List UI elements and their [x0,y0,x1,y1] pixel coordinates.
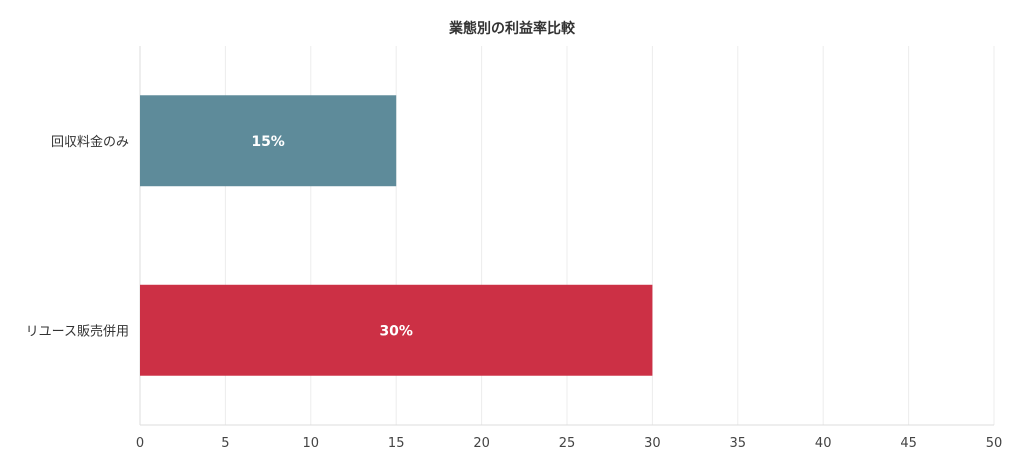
x-tick-label: 15 [388,436,405,451]
y-category-label: 回収料金のみ [51,134,129,150]
data-label: 15% [251,134,285,150]
x-tick-label: 0 [136,436,144,451]
x-tick-label: 25 [559,436,576,451]
x-tick-label: 50 [986,436,1003,451]
data-label: 30% [379,323,413,339]
x-tick-label: 45 [900,436,917,451]
x-tick-label: 20 [473,436,490,451]
x-tick-label: 5 [221,436,229,451]
x-tick-label: 35 [730,436,747,451]
x-tick-label: 40 [815,436,832,451]
bars: 15% 30% [140,95,653,376]
chart-title: 業態別の利益率比較 [448,20,576,37]
bar[interactable] [140,284,653,376]
x-axis-labels: 0 5 10 15 20 25 30 35 40 45 50 [136,436,1002,451]
x-tick-label: 10 [303,436,320,451]
x-tick-label: 30 [644,436,661,451]
y-category-label: リユース販売併用 [26,323,129,339]
bar[interactable] [140,95,397,187]
